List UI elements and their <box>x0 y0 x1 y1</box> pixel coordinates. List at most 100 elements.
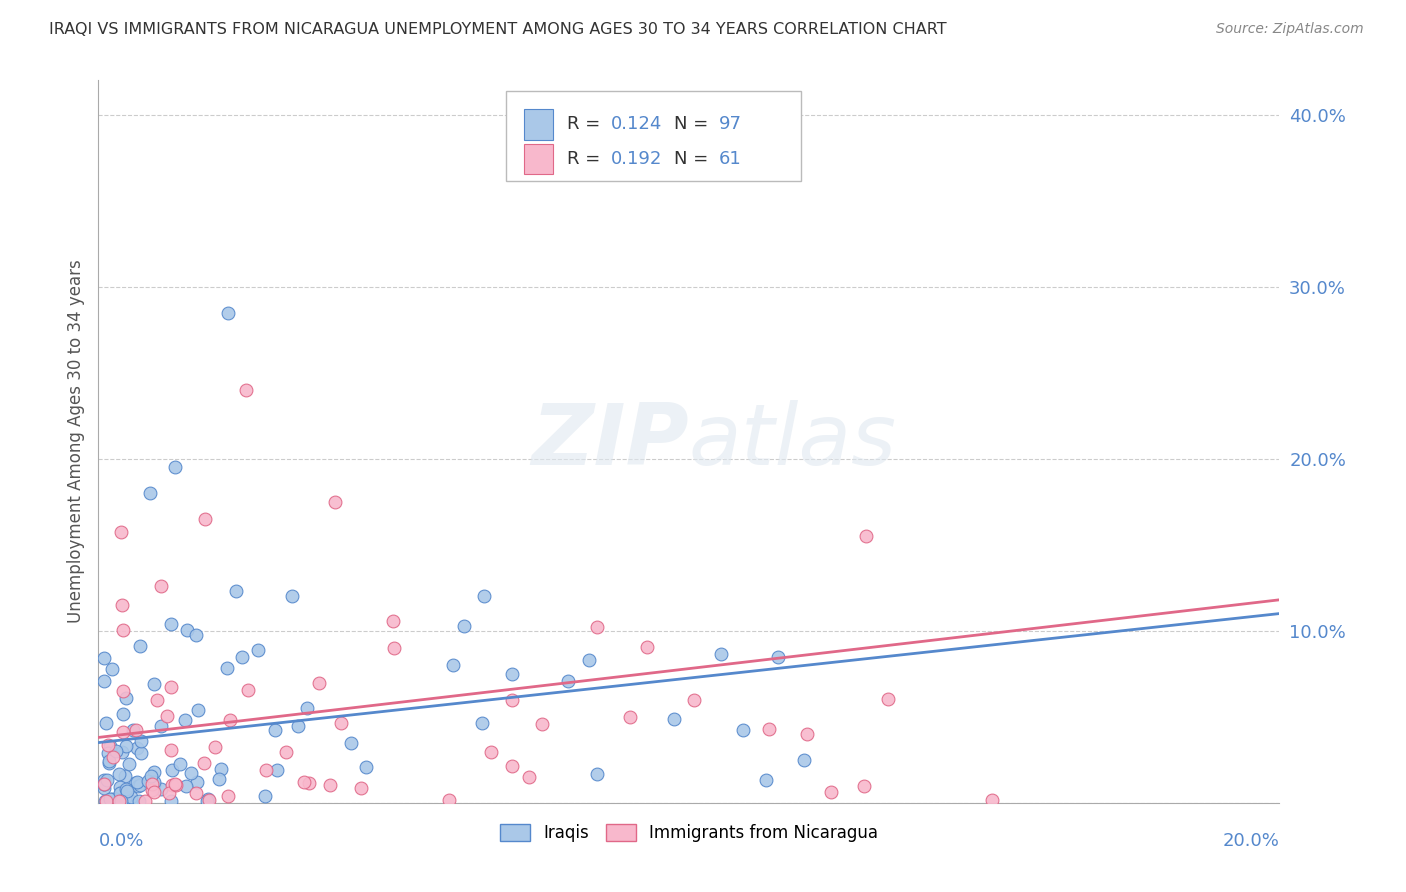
Point <box>129 734 152 748</box>
Point <box>531 716 554 731</box>
Point <box>710 648 733 662</box>
Point <box>93 777 115 791</box>
Point <box>111 724 134 739</box>
Point <box>141 782 163 797</box>
Point <box>619 710 641 724</box>
Point <box>101 662 124 676</box>
Point <box>127 740 149 755</box>
Point <box>98 756 121 771</box>
Point <box>877 692 900 706</box>
Point <box>107 794 129 808</box>
Point <box>108 767 131 781</box>
Point <box>120 789 142 804</box>
Point <box>176 623 198 637</box>
Point <box>219 713 242 727</box>
Point <box>129 639 152 653</box>
Text: R =: R = <box>567 115 606 133</box>
Point <box>122 723 145 738</box>
Point <box>195 794 218 808</box>
Point <box>471 716 494 731</box>
Point <box>439 793 461 807</box>
Point <box>111 745 134 759</box>
Point <box>108 780 131 794</box>
Point <box>246 643 269 657</box>
Point <box>112 623 135 637</box>
Text: N =: N = <box>673 115 714 133</box>
Point <box>105 744 128 758</box>
Point <box>124 723 146 738</box>
Point <box>441 658 464 673</box>
Point <box>141 769 163 783</box>
Legend: Iraqis, Immigrants from Nicaragua: Iraqis, Immigrants from Nicaragua <box>494 817 884 848</box>
Point <box>263 723 285 737</box>
Point <box>217 305 239 319</box>
Point <box>578 653 600 667</box>
Point <box>98 739 121 754</box>
Point <box>174 779 197 793</box>
Point <box>479 745 502 759</box>
Point <box>150 719 173 733</box>
Point <box>127 774 149 789</box>
Point <box>111 706 134 721</box>
Text: Source: ZipAtlas.com: Source: ZipAtlas.com <box>1216 22 1364 37</box>
Point <box>225 584 247 599</box>
Point <box>755 772 778 787</box>
Point <box>160 778 183 792</box>
Point <box>142 774 165 789</box>
Point <box>981 793 1004 807</box>
Point <box>204 739 226 754</box>
Point <box>115 690 138 705</box>
Point <box>101 750 124 764</box>
Point <box>93 776 115 790</box>
Point <box>165 777 187 791</box>
Point <box>287 719 309 733</box>
Point <box>159 794 181 808</box>
Point <box>295 701 318 715</box>
Point <box>110 524 132 539</box>
Point <box>97 746 120 760</box>
Point <box>110 794 132 808</box>
Text: atlas: atlas <box>689 400 897 483</box>
Point <box>636 640 658 655</box>
Point <box>501 692 523 706</box>
Point <box>193 756 215 771</box>
Point <box>236 682 259 697</box>
Point <box>586 620 609 634</box>
Point <box>141 777 163 791</box>
Point <box>107 792 129 806</box>
Point <box>146 692 169 706</box>
Point <box>160 743 183 757</box>
Point <box>110 785 132 799</box>
Point <box>231 649 253 664</box>
Point <box>731 723 754 737</box>
Text: 20.0%: 20.0% <box>1223 831 1279 850</box>
Text: 61: 61 <box>718 150 741 168</box>
Point <box>235 383 257 397</box>
Point <box>93 781 115 796</box>
Point <box>160 681 183 695</box>
Point <box>165 778 187 792</box>
Point <box>96 773 118 788</box>
Text: N =: N = <box>673 150 714 168</box>
Point <box>138 486 160 500</box>
Point <box>381 614 404 628</box>
Point <box>114 790 136 805</box>
Point <box>350 781 373 796</box>
Point <box>160 763 183 777</box>
Point <box>501 666 523 681</box>
Point <box>354 759 377 773</box>
Point <box>111 684 134 698</box>
Point <box>150 782 173 797</box>
Point <box>111 599 134 613</box>
Point <box>254 763 277 777</box>
Point <box>501 758 523 772</box>
Point <box>124 776 146 790</box>
Point <box>112 789 135 804</box>
FancyBboxPatch shape <box>506 91 801 181</box>
Point <box>319 778 342 792</box>
Point <box>184 628 207 642</box>
Point <box>215 661 238 675</box>
Point <box>129 778 152 792</box>
Point <box>120 794 142 808</box>
Point <box>114 769 136 783</box>
